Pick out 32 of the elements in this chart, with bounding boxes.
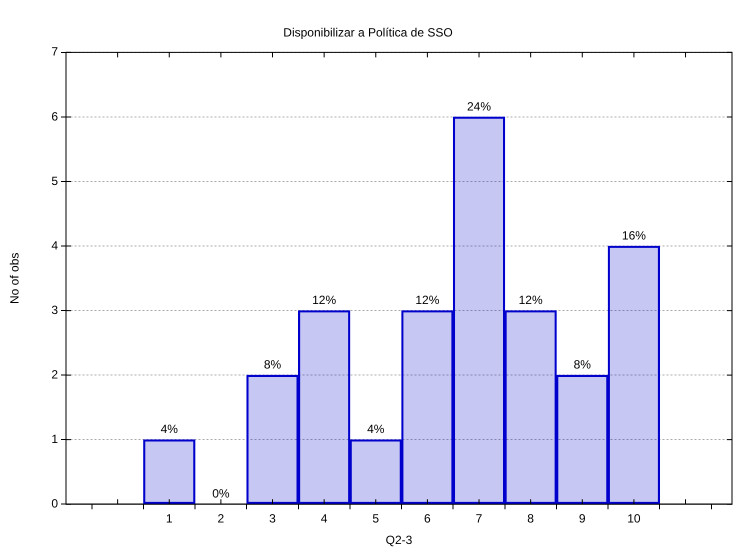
y-tick-label: 4	[51, 238, 58, 252]
x-tick-label: 9	[578, 512, 586, 526]
x-tick-label: 5	[372, 512, 380, 526]
annotation: 0%	[212, 486, 230, 501]
y-tick-label: 5	[51, 174, 58, 188]
bar	[143, 439, 196, 504]
annotation: 12%	[518, 292, 543, 307]
y-tick-label: 3	[51, 302, 58, 317]
annotation: 12%	[415, 292, 440, 307]
y-tick-label: 2	[51, 367, 58, 382]
annotation: 8%	[574, 357, 592, 372]
annotation: 24%	[467, 99, 492, 114]
chart-title: Disponibilizar a Política de SSO	[283, 26, 453, 40]
y-axis-title: No of obs	[8, 252, 22, 304]
x-tick-label: 6	[424, 512, 432, 526]
annotation: 12%	[312, 292, 336, 307]
y-tick-label: 6	[51, 109, 58, 124]
y-tick-label: 0	[51, 496, 58, 511]
x-tick-label: 1	[166, 512, 173, 526]
x-tick-label: 3	[269, 512, 276, 526]
x-tick-label: 8	[527, 512, 534, 526]
x-axis-title: Q2-3	[386, 533, 413, 548]
x-tick-label: 4	[320, 512, 328, 526]
y-tick-label: 7	[51, 44, 58, 59]
x-tick-label: 10	[627, 512, 641, 526]
annotation: 4%	[367, 422, 385, 436]
annotation: 8%	[264, 357, 282, 372]
x-tick-label: 2	[218, 512, 225, 526]
annotation: 16%	[622, 228, 646, 242]
x-tick-label: 7	[476, 512, 483, 526]
y-tick-label: 1	[51, 432, 58, 446]
annotation: 4%	[160, 422, 178, 436]
